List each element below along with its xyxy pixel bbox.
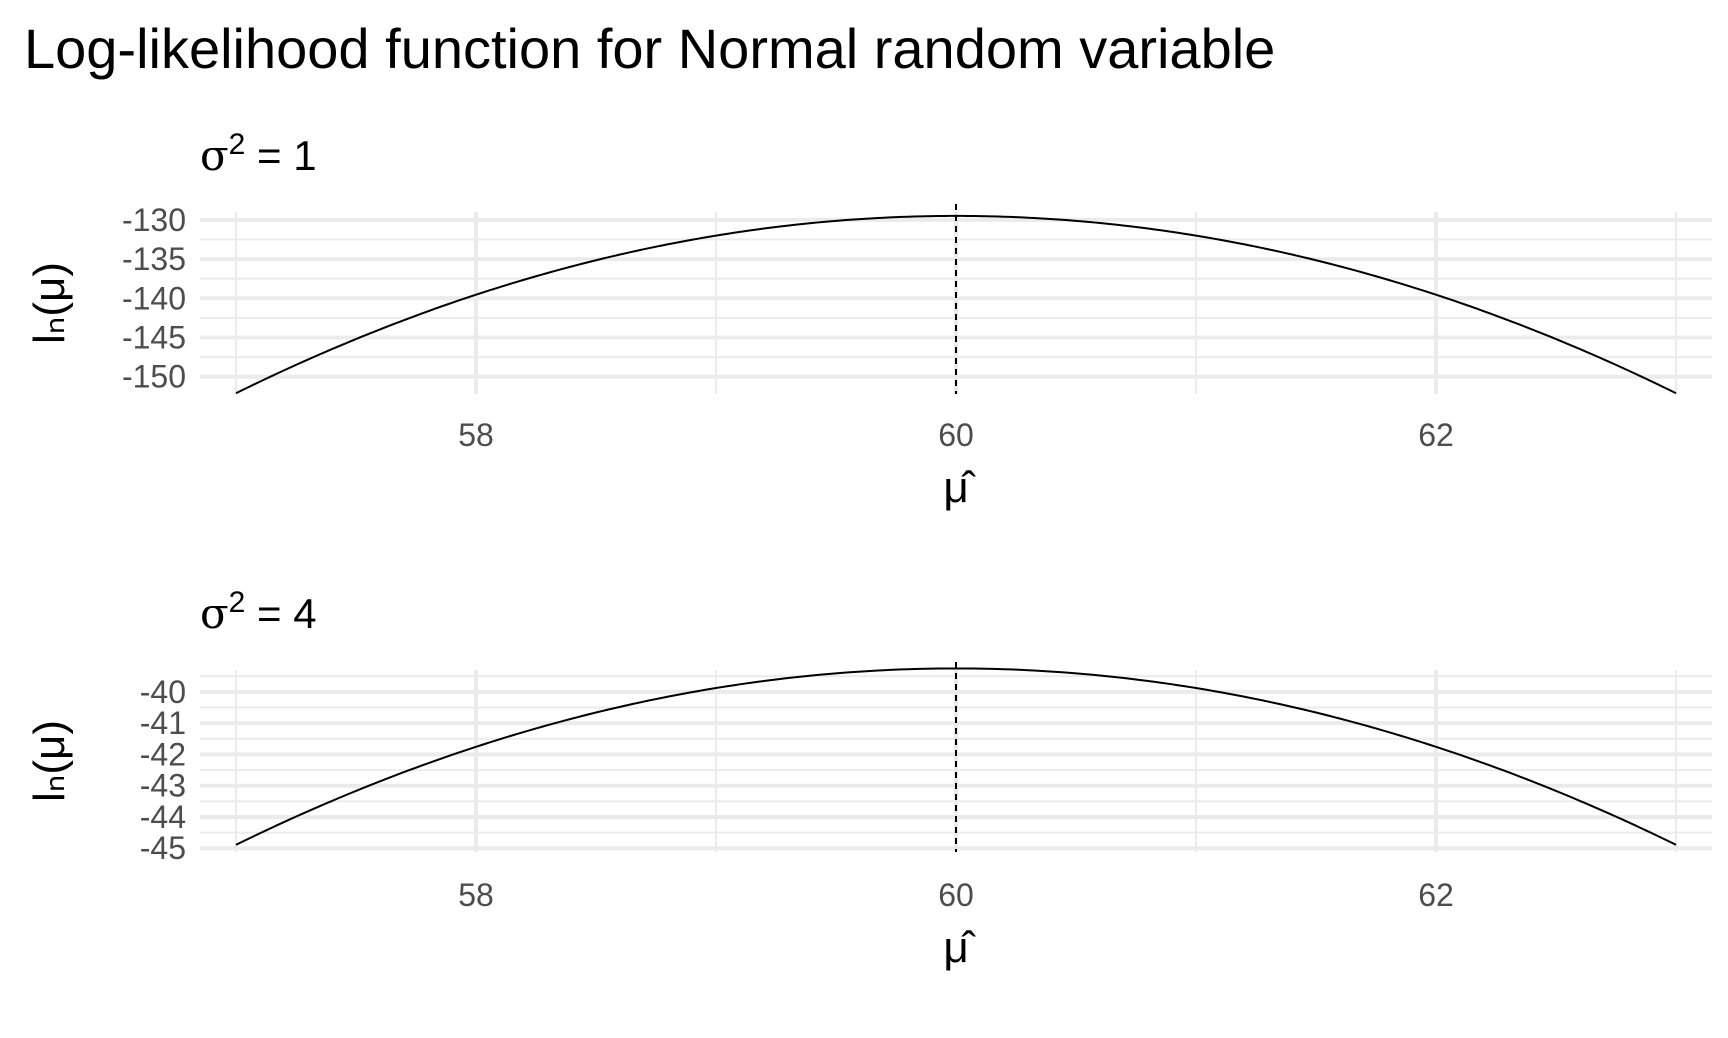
chart-panel-sigma-4: σ2 = 4 -40-41-42-43-44-45 58 60 62 μ̂ lₙ(μ) [25,586,1712,972]
log-likelihood-curve [235,214,1677,395]
log-likelihood-curve [235,667,1677,846]
y-tick-label: -40 [140,674,186,710]
x-tick-label: 62 [1418,417,1454,453]
x-axis-title: μ̂ [943,923,976,972]
panel-title: σ2 = 1 [200,128,317,180]
x-tick-label: 58 [458,417,494,453]
panel-title-symbol: σ [200,589,229,638]
y-tick-label: -150 [122,359,186,395]
panel-title-value: = 4 [245,590,316,637]
panel-title-superscript: 2 [229,586,246,619]
y-tick-label: -45 [140,830,186,866]
y-tick-label: -42 [140,736,186,772]
y-tick-label: -41 [140,705,186,741]
y-tick-label: -44 [140,799,186,835]
x-tick-label: 62 [1418,877,1454,913]
panel-title: σ2 = 4 [200,586,317,638]
y-axis-title: lₙ(μ) [25,720,74,802]
y-tick-label: -130 [122,202,186,238]
y-tick-label: -135 [122,241,186,277]
x-axis-title: μ̂ [943,463,976,512]
x-tick-label: 60 [938,877,974,913]
x-tick-label: 58 [458,877,494,913]
panel-title-superscript: 2 [229,128,246,161]
x-tick-label: 60 [938,417,974,453]
y-tick-label: -43 [140,768,186,804]
chart-panel-sigma-1: σ2 = 1 -130-135-140 -145-150 58 60 62 μ̂ lₙ(μ) [25,128,1712,512]
y-tick-label: -145 [122,320,186,356]
y-tick-label: -140 [122,280,186,316]
page-title: Log-likelihood function for Normal rando… [24,17,1276,80]
y-axis-title: lₙ(μ) [25,262,74,344]
chart-panels: σ2 = 1 -130 -135 -140 -145 -150 58 60 62 μ̂ lₙ(μ) … [25,128,1712,972]
panel-title-value: = 1 [245,132,316,179]
panel-title-symbol: σ [200,131,229,180]
